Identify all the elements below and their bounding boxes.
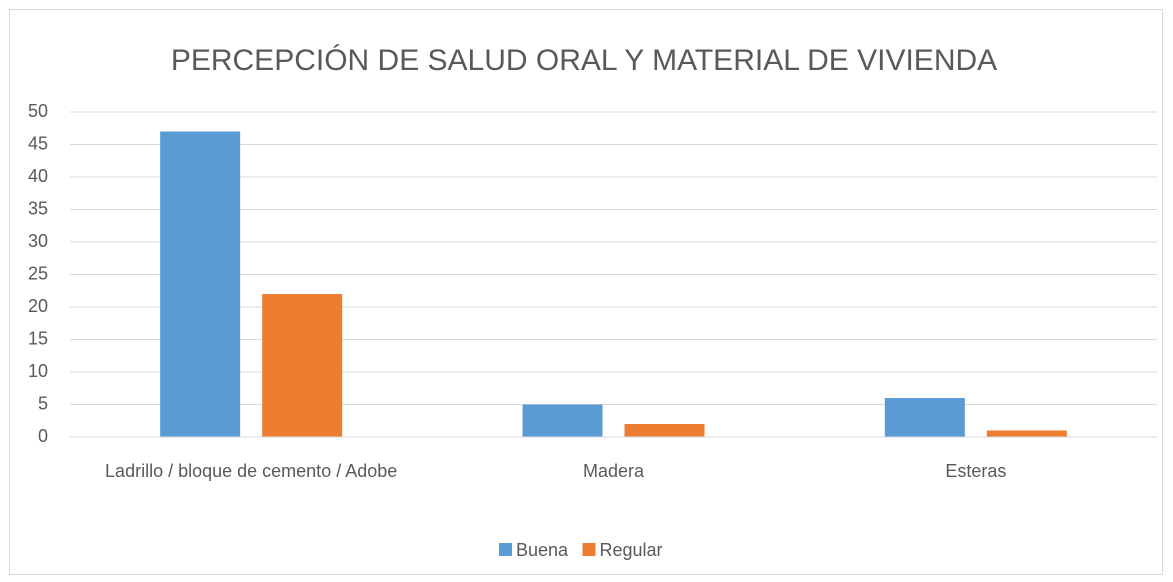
bar	[624, 424, 705, 437]
y-tick-label: 40	[28, 166, 48, 186]
y-tick-label: 15	[28, 328, 48, 348]
y-tick-label: 5	[38, 393, 48, 413]
y-tick-label: 50	[28, 101, 48, 121]
x-tick-label: Ladrillo / bloque de cemento / Adobe	[105, 461, 398, 481]
y-tick-label: 0	[38, 426, 48, 446]
bar	[522, 404, 603, 437]
y-tick-label: 10	[28, 361, 48, 381]
bar	[160, 131, 241, 437]
bar	[884, 398, 965, 437]
legend-swatch	[582, 543, 596, 556]
y-tick-label: 30	[28, 231, 48, 251]
legend-swatch	[499, 543, 512, 556]
y-tick-label: 45	[28, 133, 48, 153]
legend-label: Buena	[516, 540, 569, 560]
y-tick-label: 35	[28, 198, 48, 218]
x-tick-label: Madera	[582, 461, 645, 481]
y-tick-label: 20	[28, 296, 48, 316]
bar	[262, 294, 343, 437]
bar	[986, 430, 1067, 437]
chart-title: PERCEPCIÓN DE SALUD ORAL Y MATERIAL DE V…	[171, 44, 997, 77]
y-tick-label: 25	[28, 263, 48, 283]
legend-label: Regular	[600, 540, 663, 560]
x-tick-label: Esteras	[945, 461, 1007, 481]
